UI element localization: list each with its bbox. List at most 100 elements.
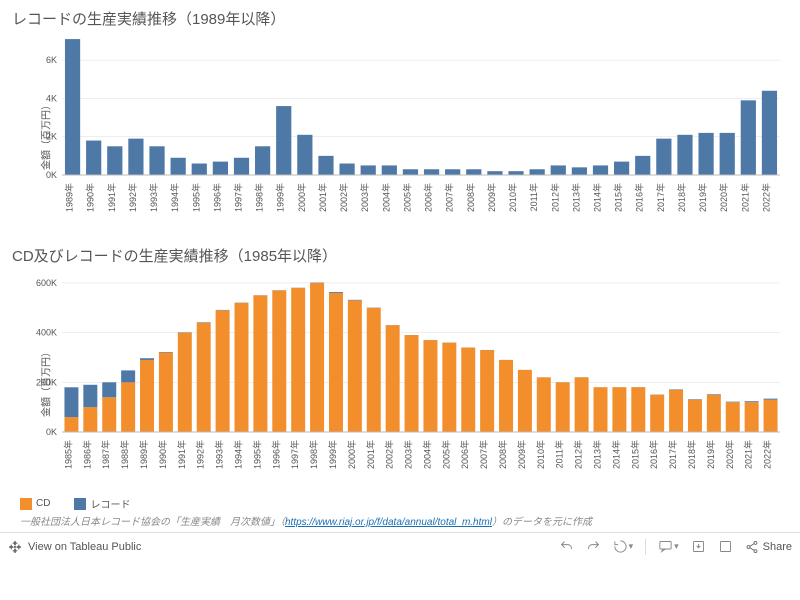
svg-text:2011年: 2011年 <box>528 183 539 211</box>
svg-text:2009年: 2009年 <box>486 183 497 212</box>
chart1-section: レコードの生産実績推移（1989年以降） 金額（百万円） 0K2K4K6K198… <box>12 8 788 235</box>
svg-text:1995年: 1995年 <box>190 183 201 212</box>
chart1-title: レコードの生産実績推移（1989年以降） <box>12 8 788 29</box>
svg-text:0K: 0K <box>46 170 57 180</box>
legend-label-cd: CD <box>36 498 50 509</box>
svg-text:1994年: 1994年 <box>169 183 180 212</box>
svg-text:2010年: 2010年 <box>535 440 546 469</box>
chart2-svg: 0K200K400K600K1985年1986年1987年1988年1989年1… <box>12 272 788 492</box>
svg-text:2000年: 2000年 <box>346 440 357 469</box>
svg-text:1986年: 1986年 <box>81 440 92 469</box>
svg-text:2007年: 2007年 <box>444 183 455 212</box>
legend-swatch-record <box>74 498 86 510</box>
chart2-title: CD及びレコードの生産実績推移（1985年以降） <box>12 245 788 266</box>
svg-text:2014年: 2014年 <box>592 183 603 212</box>
download-button[interactable] <box>691 539 706 554</box>
svg-text:2018年: 2018年 <box>686 440 697 469</box>
svg-text:2008年: 2008年 <box>497 440 508 469</box>
svg-text:2001年: 2001年 <box>365 440 376 469</box>
svg-text:2005年: 2005年 <box>401 183 412 212</box>
source-text: 一般社団法人日本レコード協会の「生産実績 月次数値」（https://www.r… <box>12 513 788 532</box>
svg-text:2012年: 2012年 <box>573 440 584 469</box>
svg-text:2021年: 2021年 <box>739 183 750 212</box>
share-icon <box>745 540 759 554</box>
svg-text:1994年: 1994年 <box>233 440 244 469</box>
footer-right: ▾ ▾ Share <box>559 539 792 555</box>
legend-item-record: レコード <box>74 496 130 511</box>
chart2-ylabel: 金額（百万円） <box>38 347 53 417</box>
svg-text:1998年: 1998年 <box>308 440 319 469</box>
svg-text:2020年: 2020年 <box>724 440 735 469</box>
chart2-wrap: 金額（百万円） 0K200K400K600K1985年1986年1987年198… <box>12 272 788 492</box>
svg-text:2006年: 2006年 <box>423 183 434 212</box>
fullscreen-button[interactable] <box>718 539 733 554</box>
chart1-wrap: 金額（百万円） 0K2K4K6K1989年1990年1991年1992年1993… <box>12 35 788 235</box>
svg-text:400K: 400K <box>36 328 57 338</box>
svg-text:2013年: 2013年 <box>570 183 581 212</box>
legend-swatch-cd <box>20 498 32 510</box>
svg-text:6K: 6K <box>46 55 57 65</box>
svg-text:1989年: 1989年 <box>138 440 149 469</box>
svg-text:2017年: 2017年 <box>655 183 666 212</box>
svg-text:1991年: 1991年 <box>106 183 117 212</box>
svg-text:1987年: 1987年 <box>100 440 111 469</box>
redo-button[interactable] <box>586 539 601 554</box>
source-prefix: 一般社団法人日本レコード協会の「生産実績 月次数値」（ <box>20 517 285 528</box>
share-label: Share <box>763 541 792 553</box>
svg-text:2008年: 2008年 <box>465 183 476 212</box>
svg-text:2000年: 2000年 <box>296 183 307 212</box>
svg-text:2013年: 2013年 <box>592 440 603 469</box>
svg-text:2014年: 2014年 <box>610 440 621 469</box>
svg-text:600K: 600K <box>36 278 57 288</box>
source-link[interactable]: https://www.riaj.or.jp/f/data/annual/tot… <box>285 517 492 528</box>
svg-text:2016年: 2016年 <box>648 440 659 469</box>
footer-left[interactable]: View on Tableau Public <box>8 540 141 554</box>
svg-text:1993年: 1993年 <box>214 440 225 469</box>
svg-text:1999年: 1999年 <box>327 440 338 469</box>
svg-text:1989年: 1989年 <box>64 183 75 212</box>
svg-text:0K: 0K <box>46 427 57 437</box>
svg-text:2020年: 2020年 <box>718 183 729 212</box>
svg-text:1992年: 1992年 <box>127 183 138 212</box>
svg-text:2022年: 2022年 <box>760 183 771 212</box>
svg-text:1999年: 1999年 <box>275 183 286 212</box>
legend-item-cd: CD <box>20 498 50 510</box>
view-on-tableau-label: View on Tableau Public <box>28 541 141 553</box>
svg-text:1995年: 1995年 <box>251 440 262 469</box>
svg-text:2022年: 2022年 <box>762 440 773 469</box>
tableau-logo-icon <box>8 540 22 554</box>
footer: View on Tableau Public ▾ ▾ Share <box>0 532 800 560</box>
chart2-section: CD及びレコードの生産実績推移（1985年以降） 金額（百万円） 0K200K4… <box>12 245 788 492</box>
svg-text:1991年: 1991年 <box>176 440 187 469</box>
chart1-ylabel: 金額（百万円） <box>38 100 53 170</box>
svg-text:2005年: 2005年 <box>440 440 451 469</box>
svg-text:2015年: 2015年 <box>613 183 624 212</box>
svg-text:2010年: 2010年 <box>507 183 518 212</box>
chart1-svg: 0K2K4K6K1989年1990年1991年1992年1993年1994年19… <box>12 35 788 235</box>
undo-button[interactable] <box>559 539 574 554</box>
share-button[interactable]: Share <box>745 540 792 554</box>
svg-text:2002年: 2002年 <box>338 183 349 212</box>
svg-text:2002年: 2002年 <box>384 440 395 469</box>
svg-text:2006年: 2006年 <box>459 440 470 469</box>
svg-text:2015年: 2015年 <box>629 440 640 469</box>
svg-text:2004年: 2004年 <box>380 183 391 212</box>
svg-text:1988年: 1988年 <box>119 440 130 469</box>
dashboard-container: レコードの生産実績推移（1989年以降） 金額（百万円） 0K2K4K6K198… <box>0 0 800 532</box>
svg-text:2012年: 2012年 <box>549 183 560 212</box>
svg-text:2003年: 2003年 <box>359 183 370 212</box>
svg-text:2009年: 2009年 <box>516 440 527 469</box>
svg-text:1997年: 1997年 <box>289 440 300 469</box>
legend: CD レコード <box>12 492 788 513</box>
svg-text:2018年: 2018年 <box>676 183 687 212</box>
svg-text:1990年: 1990年 <box>157 440 168 469</box>
comment-button[interactable]: ▾ <box>658 539 679 554</box>
footer-divider <box>645 539 646 555</box>
svg-text:2003年: 2003年 <box>403 440 414 469</box>
reset-button[interactable]: ▾ <box>613 539 634 554</box>
svg-text:2016年: 2016年 <box>634 183 645 212</box>
svg-text:2021年: 2021年 <box>743 440 754 469</box>
svg-text:2004年: 2004年 <box>421 440 432 469</box>
svg-text:2019年: 2019年 <box>697 183 708 212</box>
svg-text:1997年: 1997年 <box>233 183 244 212</box>
